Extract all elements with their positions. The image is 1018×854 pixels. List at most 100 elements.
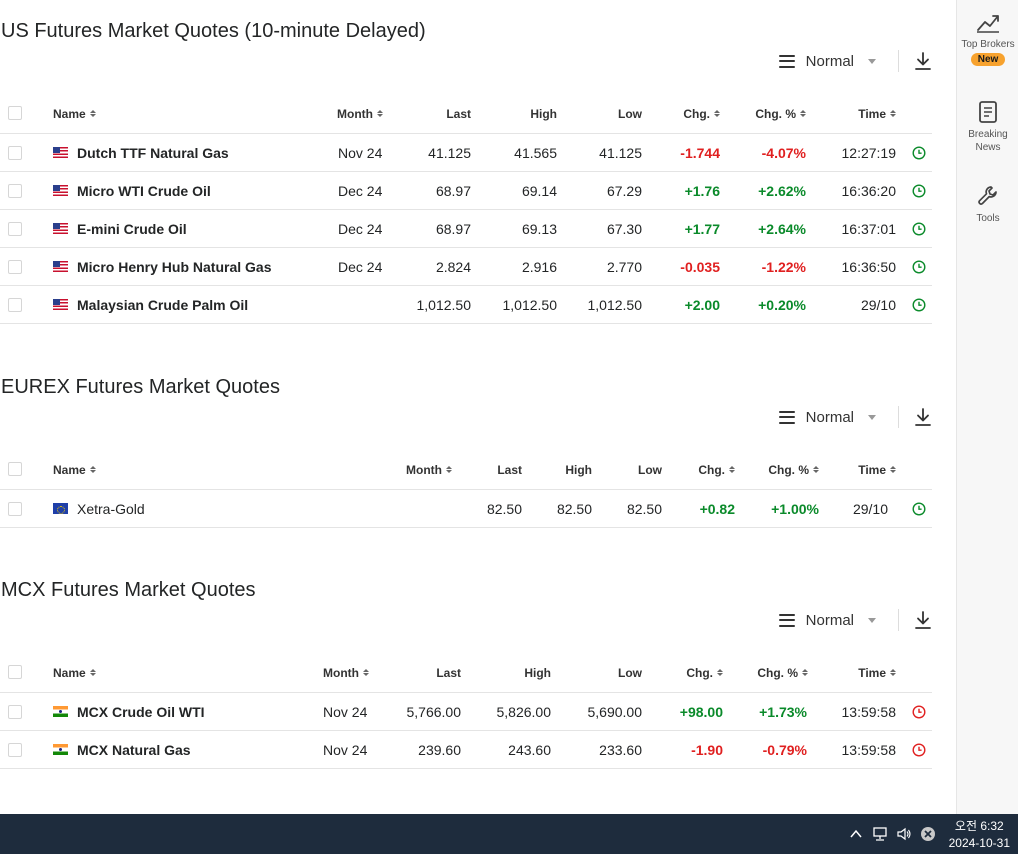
clock-icon <box>912 502 926 516</box>
table-row[interactable]: MCX Crude Oil WTI Nov 24 5,766.00 5,826.… <box>0 693 932 731</box>
clock-icon <box>912 743 926 757</box>
clock-date: 2024-10-31 <box>948 836 1010 850</box>
header-last[interactable]: Last <box>436 665 461 680</box>
instrument-name[interactable]: E-mini Crude Oil <box>53 210 187 247</box>
clock-icon <box>912 184 926 198</box>
low-cell: 1,012.50 <box>587 296 643 313</box>
month-cell: Dec 24 <box>338 182 383 199</box>
sort-icon <box>717 669 723 676</box>
table-row[interactable]: MCX Natural Gas Nov 24 239.60 243.60 233… <box>0 731 932 769</box>
india-flag-icon <box>53 744 68 755</box>
header-time[interactable]: Time <box>830 450 896 489</box>
instrument-name[interactable]: Malaysian Crude Palm Oil <box>53 286 248 323</box>
header-chg[interactable]: Chg. <box>670 450 735 489</box>
time-cell: 16:36:20 <box>841 182 897 199</box>
sort-icon <box>890 669 896 676</box>
caret-down-icon <box>868 414 876 420</box>
clock-icon <box>912 298 926 312</box>
header-high[interactable]: High <box>565 462 592 477</box>
header-low[interactable]: Low <box>638 462 662 477</box>
row-checkbox[interactable] <box>8 184 22 198</box>
instrument-name[interactable]: MCX Natural Gas <box>53 731 191 768</box>
header-name[interactable]: Name <box>53 450 96 489</box>
row-checkbox[interactable] <box>8 705 22 719</box>
high-cell: 1,012.50 <box>502 296 558 313</box>
header-chg[interactable]: Chg. <box>650 653 723 692</box>
list-icon <box>778 54 795 68</box>
chg-pct-cell: -0.79% <box>762 741 807 758</box>
network-icon[interactable] <box>872 826 888 842</box>
table-row[interactable]: Xetra-Gold 82.50 82.50 82.50 +0.82 +1.00… <box>0 490 932 528</box>
chevron-up-icon[interactable] <box>848 826 864 842</box>
close-circle-icon[interactable] <box>920 826 936 842</box>
header-time[interactable]: Time <box>820 94 896 133</box>
header-month[interactable]: Month <box>337 94 383 133</box>
download-icon[interactable] <box>914 407 932 427</box>
sort-icon <box>89 110 96 117</box>
view-select[interactable]: Normal <box>778 612 876 629</box>
table-row[interactable]: E-mini Crude Oil Dec 24 68.97 69.13 67.3… <box>0 210 932 248</box>
select-all-checkbox[interactable] <box>8 106 22 120</box>
instrument-name[interactable]: Dutch TTF Natural Gas <box>53 134 229 171</box>
list-icon <box>778 613 795 627</box>
sidebar-item-label: Tools <box>976 213 1000 224</box>
low-cell: 67.30 <box>606 220 642 237</box>
header-chg-pct[interactable]: Chg. % <box>745 450 819 489</box>
row-checkbox[interactable] <box>8 222 22 236</box>
table-header: Name Month Last High Low Chg. Chg. % Tim… <box>0 450 932 490</box>
instrument-name[interactable]: MCX Crude Oil WTI <box>53 693 205 730</box>
system-clock[interactable]: 오전 6:32 2024-10-31 <box>949 818 1010 852</box>
header-month[interactable]: Month <box>323 653 369 692</box>
download-icon[interactable] <box>914 51 932 71</box>
header-low[interactable]: Low <box>618 665 642 680</box>
volume-icon[interactable] <box>896 826 912 842</box>
table-row[interactable]: Micro WTI Crude Oil Dec 24 68.97 69.14 6… <box>0 172 932 210</box>
instrument-name[interactable]: Micro Henry Hub Natural Gas <box>53 248 272 285</box>
download-icon[interactable] <box>914 610 932 630</box>
sidebar-item-top-brokers[interactable]: Top Brokers New <box>957 10 1018 66</box>
eu-flag-icon <box>53 503 68 514</box>
header-chg-pct[interactable]: Chg. % <box>730 94 806 133</box>
row-checkbox[interactable] <box>8 743 22 757</box>
row-checkbox[interactable] <box>8 146 22 160</box>
section-title: MCX Futures Market Quotes <box>1 579 256 601</box>
instrument-name[interactable]: Xetra-Gold <box>53 490 145 527</box>
chg-cell: -1.90 <box>691 741 723 758</box>
header-name[interactable]: Name <box>53 94 96 133</box>
header-time[interactable]: Time <box>820 653 896 692</box>
header-high[interactable]: High <box>524 665 551 680</box>
last-cell: 68.97 <box>435 182 471 199</box>
header-chg-pct[interactable]: Chg. % <box>730 653 808 692</box>
table-row[interactable]: Dutch TTF Natural Gas Nov 24 41.125 41.5… <box>0 134 932 172</box>
sidebar-item-label: Top Brokers <box>961 39 1015 50</box>
last-cell: 68.97 <box>435 220 471 237</box>
view-select[interactable]: Normal <box>778 53 876 70</box>
row-checkbox[interactable] <box>8 502 22 516</box>
last-cell: 239.60 <box>418 741 461 758</box>
sidebar-item-breaking-news[interactable]: Breaking News <box>957 100 1018 154</box>
quotes-table: Name Month Last High Low Chg. Chg. % Tim… <box>0 94 932 324</box>
header-low[interactable]: Low <box>618 106 642 121</box>
chg-pct-cell: +2.64% <box>758 220 806 237</box>
sort-icon <box>376 110 383 117</box>
select-all-checkbox[interactable] <box>8 462 22 476</box>
us-flag-icon <box>53 261 68 272</box>
header-high[interactable]: High <box>530 106 557 121</box>
table-row[interactable]: Malaysian Crude Palm Oil 1,012.50 1,012.… <box>0 286 932 324</box>
select-all-checkbox[interactable] <box>8 665 22 679</box>
row-checkbox[interactable] <box>8 298 22 312</box>
low-cell: 2.770 <box>606 258 642 275</box>
row-checkbox[interactable] <box>8 260 22 274</box>
header-last[interactable]: Last <box>497 462 522 477</box>
header-chg[interactable]: Chg. <box>650 94 720 133</box>
view-select[interactable]: Normal <box>778 409 876 426</box>
header-month[interactable]: Month <box>380 450 452 489</box>
chg-pct-cell: -1.22% <box>761 258 806 275</box>
header-name[interactable]: Name <box>53 653 96 692</box>
right-sidebar: Top Brokers New Breaking News Tools <box>956 0 1018 814</box>
table-row[interactable]: Micro Henry Hub Natural Gas Dec 24 2.824… <box>0 248 932 286</box>
header-last[interactable]: Last <box>446 106 471 121</box>
sidebar-item-tools[interactable]: Tools <box>957 184 1018 225</box>
sort-icon <box>446 466 452 473</box>
instrument-name[interactable]: Micro WTI Crude Oil <box>53 172 211 209</box>
